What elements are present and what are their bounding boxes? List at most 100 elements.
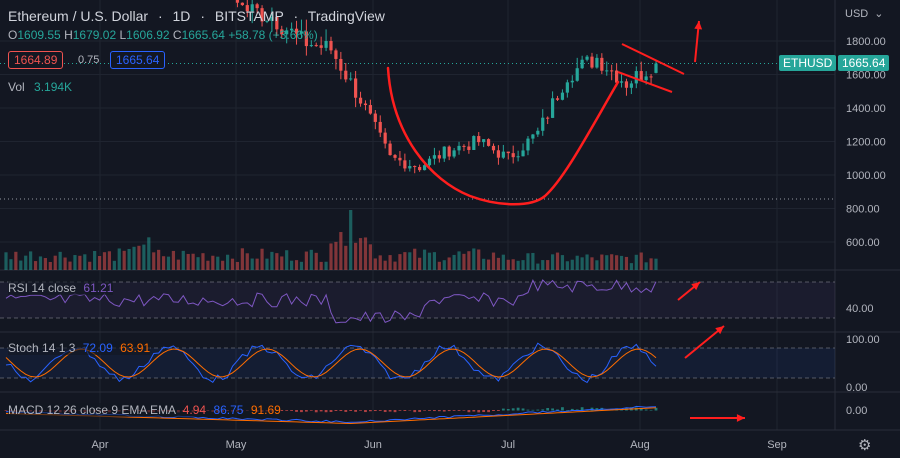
volume-bar	[309, 249, 313, 270]
volume-bar	[166, 256, 171, 270]
macd-histogram-bar	[516, 407, 520, 411]
macd-histogram-bar	[393, 410, 397, 413]
macd-histogram-bar	[536, 409, 540, 411]
candle-body	[349, 78, 353, 80]
volume-bar	[230, 258, 235, 270]
candle-body	[309, 45, 313, 47]
candle-body	[304, 31, 308, 47]
time-tick-label: Apr	[91, 439, 108, 451]
sell-button[interactable]: 1664.89	[8, 51, 64, 69]
volume-bar	[88, 261, 92, 270]
candle-body	[393, 155, 397, 158]
time-tick-label: Jun	[364, 439, 382, 451]
candle-body	[600, 57, 604, 71]
gear-icon[interactable]: ⚙	[858, 437, 872, 454]
macd-histogram-bar	[447, 410, 451, 412]
macd-histogram-bar	[565, 409, 569, 411]
volume-bar	[290, 260, 294, 270]
currency-select[interactable]: USD ⌄	[845, 7, 884, 20]
candle-body	[501, 151, 505, 158]
volume-bar	[19, 260, 23, 270]
macd-histogram-bar	[423, 410, 426, 411]
macd-histogram-bar	[418, 410, 422, 412]
macd-histogram-bar	[580, 407, 584, 411]
volume-bar	[334, 241, 338, 270]
stoch-tick-label: 0.00	[846, 382, 867, 394]
volume-bar	[107, 251, 112, 270]
candle-body	[285, 30, 289, 35]
time-axis: Apr May Jun Jul Aug Sep	[91, 439, 786, 451]
stoch-label: Stoch 14 1 3	[8, 341, 76, 355]
stoch-tick-label: 100.00	[846, 334, 880, 346]
symbol-legend[interactable]: Ethereum / U.S. Dollar · 1D · BITSTAMP ·…	[8, 8, 385, 24]
volume-bar	[240, 248, 244, 270]
volume-bar	[137, 245, 141, 270]
time-tick-label: Aug	[630, 439, 650, 451]
volume-bar	[447, 257, 451, 270]
volume-bar	[486, 259, 491, 270]
time-tick-label: Jul	[501, 439, 515, 451]
volume-bar	[546, 260, 550, 270]
macd-tick-label: 0.00	[846, 405, 867, 417]
volume-bar	[570, 259, 574, 270]
drawing-annotations	[386, 20, 745, 422]
rsi-legend[interactable]: RSI 14 close 61.21	[8, 281, 114, 295]
volume-bar	[211, 255, 215, 270]
candle-body	[624, 81, 629, 88]
candle-body	[354, 78, 358, 98]
volume-bar	[14, 251, 18, 270]
volume-bar	[329, 243, 333, 270]
macd-label: MACD 12 26 close 9 EMA EMA	[8, 403, 176, 417]
candle-body	[329, 41, 333, 51]
volume-bar	[531, 252, 535, 270]
volume-bar	[73, 255, 77, 270]
candle-body	[373, 113, 377, 122]
macd-histogram-bar	[472, 410, 476, 412]
volume-bars	[4, 210, 658, 270]
rsi-value: 61.21	[83, 281, 114, 295]
candle-body	[477, 136, 481, 143]
volume-bar	[496, 257, 501, 270]
volume-bar	[29, 251, 33, 270]
macd-legend[interactable]: MACD 12 26 close 9 EMA EMA 4.94 86.75 91…	[8, 403, 281, 417]
candle-body	[299, 31, 304, 34]
ohlc-c-label: C	[172, 28, 182, 42]
candle-body	[472, 136, 476, 150]
macd-histogram-bar	[497, 410, 500, 411]
macd-histogram-bar	[575, 409, 579, 411]
volume-bar	[304, 251, 308, 270]
candle-body	[575, 68, 579, 81]
buy-button[interactable]: 1665.64	[110, 51, 166, 69]
symbol-price-tag: ETHUSD	[779, 55, 837, 71]
brand: TradingView	[307, 8, 385, 24]
candle-body	[398, 157, 402, 161]
volume-bar	[452, 254, 456, 270]
arrow-up-rsi	[677, 281, 701, 301]
ohlc-o-value: 1609.55	[17, 28, 61, 42]
candle-body	[294, 28, 299, 34]
candle-body	[265, 20, 269, 22]
stoch-legend[interactable]: Stoch 14 1 3 72.09 63.91	[8, 341, 151, 355]
macd-histogram-bar	[482, 410, 486, 413]
volume-legend: Vol 3.194K	[8, 80, 72, 94]
volume-bar	[157, 249, 161, 270]
candle-body	[555, 98, 560, 100]
volume-bar	[255, 258, 259, 270]
macd-histogram-bar	[437, 410, 441, 412]
volume-bar	[152, 252, 156, 270]
candle-body	[260, 8, 264, 22]
volume-bar	[398, 254, 402, 270]
volume-bar	[457, 251, 461, 270]
candle-body	[615, 70, 619, 83]
volume-bar	[285, 250, 289, 270]
volume-bar	[555, 252, 560, 270]
candle-body	[378, 121, 382, 133]
macd-histogram-bar	[467, 410, 471, 413]
arrow-right-macd	[690, 414, 745, 422]
price-tick-label: 1000.00	[846, 170, 886, 182]
candle-body	[324, 41, 328, 48]
symbol-title: Ethereum / U.S. Dollar	[8, 8, 149, 24]
macd-histogram-bar	[511, 408, 515, 411]
volume-bar	[122, 250, 126, 270]
